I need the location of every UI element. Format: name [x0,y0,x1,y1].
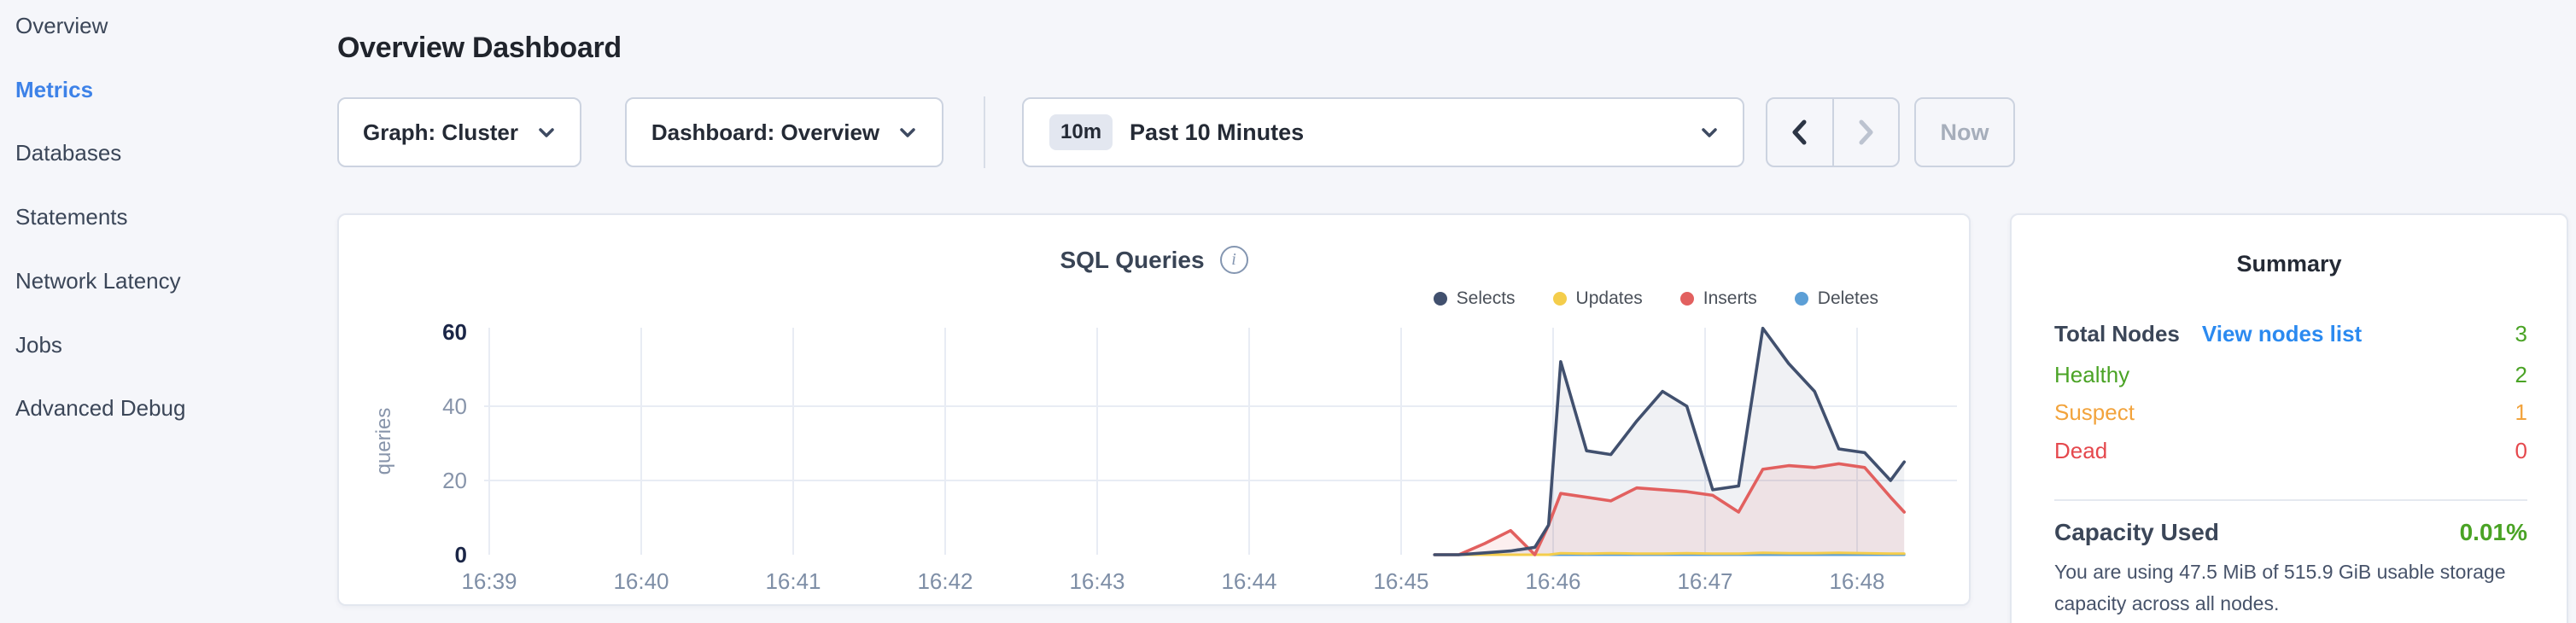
sidebar-item-overview[interactable]: Overview [15,13,108,38]
summary-row-suspect: Suspect 1 [2054,399,2527,426]
graph-dropdown[interactable]: Graph: Cluster [337,97,581,167]
capacity-description: You are using 47.5 MiB of 515.9 GiB usab… [2054,561,2506,614]
chart-title: SQL Queries [1060,246,1205,273]
legend-dot-icon [1433,292,1447,306]
sidebar-item-network-latency[interactable]: Network Latency [15,267,181,294]
legend-label: Selects [1456,288,1516,308]
legend-item-updates: Updates [1552,288,1643,309]
x-tick-label: 16:41 [765,568,821,594]
info-icon[interactable]: i [1219,246,1248,274]
legend-label: Inserts [1703,288,1757,308]
legend-item-deletes: Deletes [1794,288,1878,309]
sidebar-item-metrics[interactable]: Metrics [15,76,94,102]
time-range-badge: 10m [1049,114,1113,150]
sql-queries-chart[interactable]: 0 20 40 60 16:39 16:40 16:41 16:42 16:43 16:44 16:… [339,215,1972,608]
controls-divider [984,96,985,168]
legend-dot-icon [1794,292,1808,306]
now-button[interactable]: Now [1914,97,2015,167]
legend-item-selects: Selects [1433,288,1516,309]
x-tick-label: 16:45 [1373,568,1428,594]
summary-row-label: Dead [2054,438,2108,463]
capacity-used-label: Capacity Used [2054,519,2219,545]
summary-row-value: 3 [2515,321,2527,346]
y-tick-label: 0 [455,542,467,568]
chart-legend: Selects Updates Inserts Deletes [1433,288,1878,309]
line-updates [1433,551,1906,556]
time-range-selector[interactable]: 10m Past 10 Minutes [1022,97,1744,167]
area-inserts [1434,463,1905,555]
x-tick-label: 16:46 [1525,568,1580,594]
sidebar-item-advanced-debug[interactable]: Advanced Debug [15,395,186,422]
summary-row-total-nodes: Total Nodes View nodes list 3 [2054,321,2527,347]
prev-time-button[interactable] [1767,99,1832,166]
time-pager [1766,97,1900,167]
y-tick-label: 40 [442,393,467,419]
time-range-label: Past 10 Minutes [1130,119,1305,145]
chevron-down-icon [900,128,915,137]
sidebar-item-jobs[interactable]: Jobs [15,331,62,358]
y-tick-label: 60 [442,319,467,345]
legend-item-inserts: Inserts [1679,288,1757,309]
legend-dot-icon [1679,292,1694,306]
x-tick-label: 16:40 [613,568,669,594]
capacity-row: Capacity Used 0.01% [2054,519,2527,546]
summary-row-label: Total Nodes [2054,321,2180,346]
chevron-down-icon [539,128,554,137]
line-inserts [1433,462,1906,556]
summary-divider [2054,499,2527,501]
x-tick-label: 16:47 [1677,568,1732,594]
y-axis-label: queries [372,408,395,475]
summary-row-value: 2 [2515,362,2527,387]
chevron-left-icon [1792,119,1807,145]
x-tick-label: 16:48 [1829,568,1884,594]
legend-label: Deletes [1817,288,1878,308]
view-nodes-list-link[interactable]: View nodes list [2201,321,2363,346]
chevron-down-icon [1702,128,1717,137]
y-tick-label: 20 [442,468,467,493]
legend-dot-icon [1552,292,1567,306]
now-button-label: Now [1940,119,1989,145]
dashboard-dropdown[interactable]: Dashboard: Overview [625,97,943,167]
summary-row-healthy: Healthy 2 [2054,362,2527,388]
capacity-used-value: 0.01% [2459,519,2527,545]
sidebar-item-databases[interactable]: Databases [15,140,122,166]
summary-row-label: Suspect [2054,399,2135,425]
x-tick-label: 16:43 [1069,568,1124,594]
summary-row-label: Healthy [2054,362,2130,387]
legend-label: Updates [1575,288,1643,308]
sidebar-item-statements[interactable]: Statements [15,204,128,230]
dashboard-dropdown-label: Dashboard: Overview [651,119,880,145]
summary-title: Summary [2236,251,2342,277]
summary-row-value: 0 [2515,438,2527,463]
summary-panel: Summary Total Nodes View nodes list 3 Healt… [2010,213,2568,623]
x-tick-label: 16:44 [1221,568,1276,594]
x-tick-label: 16:39 [461,568,517,594]
next-time-button[interactable] [1831,99,1899,166]
chart-header: SQL Queries i [339,246,1969,274]
chevron-right-icon [1859,119,1873,145]
line-selects [1433,326,1906,556]
page-title: Overview Dashboard [337,31,622,64]
summary-row-value: 1 [2515,399,2527,425]
sql-queries-chart-card: SQL Queries i Selects Updates Inserts Delet… [337,213,1971,606]
summary-row-dead: Dead 0 [2054,438,2527,464]
graph-dropdown-label: Graph: Cluster [362,119,519,145]
x-tick-label: 16:42 [917,568,973,594]
